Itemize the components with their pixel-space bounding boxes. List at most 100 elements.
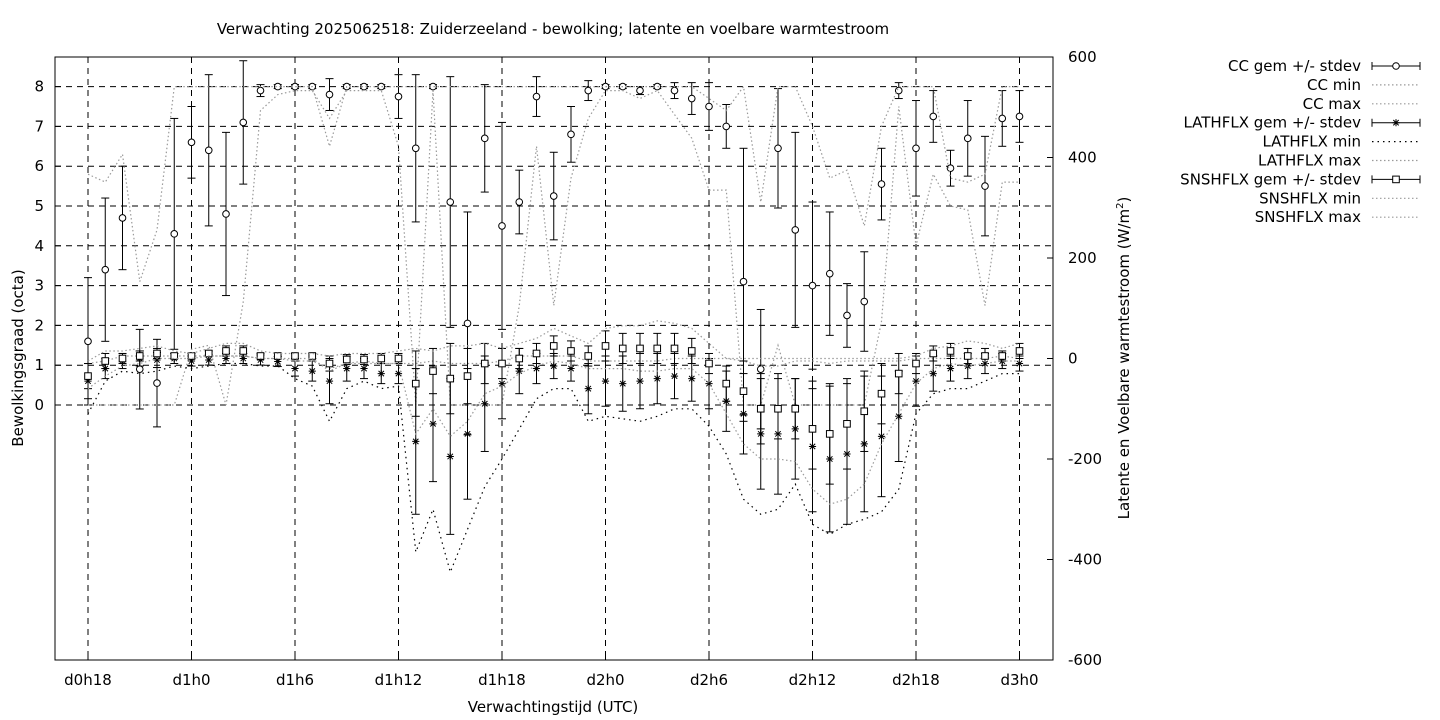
data-point-square	[480, 359, 489, 368]
series-cc-gem-stdev	[84, 60, 1024, 436]
series-snshflx-max	[87, 320, 1020, 362]
data-point-circle	[84, 337, 92, 346]
x-tick-label: d2h0	[586, 671, 624, 689]
data-point-circle	[256, 86, 265, 95]
data-point-circle	[601, 82, 610, 91]
data-point-star	[688, 375, 696, 383]
data-point-circle	[722, 122, 731, 131]
y-tick-label: 7	[34, 117, 44, 135]
data-point-square	[170, 352, 179, 360]
data-point-square	[894, 369, 903, 378]
data-point-circle	[1015, 112, 1024, 121]
data-point-star	[222, 354, 230, 363]
data-point-square	[204, 349, 213, 358]
data-point-square	[653, 344, 662, 353]
x-tick-label: d2h12	[789, 671, 837, 689]
data-point-circle	[446, 198, 455, 206]
data-point-circle	[791, 226, 800, 234]
data-point-circle	[567, 130, 575, 139]
data-point-square	[101, 357, 110, 365]
data-point-square	[463, 372, 472, 380]
data-point-square	[843, 420, 851, 428]
data-point-square	[825, 430, 834, 438]
data-point-star	[446, 452, 454, 461]
data-point-square	[187, 352, 196, 360]
data-point-star	[256, 356, 265, 364]
x-tick-label: d1h6	[276, 671, 314, 689]
data-point-square	[998, 352, 1007, 360]
data-point-square	[1015, 347, 1024, 355]
data-point-star	[912, 377, 920, 385]
y-tick-label: 3	[34, 277, 44, 295]
data-point-square	[118, 354, 127, 363]
data-point-star	[636, 377, 644, 385]
data-point-square	[342, 355, 351, 364]
data-point-square	[1392, 175, 1400, 184]
data-point-circle	[118, 214, 127, 222]
data-point-star	[877, 432, 886, 440]
data-point-star	[705, 380, 713, 388]
data-point-star	[895, 412, 903, 420]
y-tick-label: 4	[34, 237, 44, 255]
x-tick-label: d3h0	[1000, 671, 1038, 689]
data-point-square	[360, 355, 368, 364]
data-point-star	[463, 430, 472, 438]
y2-tick-label: -600	[1068, 651, 1102, 669]
data-point-circle	[394, 92, 403, 101]
data-point-circle	[239, 118, 248, 127]
x-axis-label: Verwachtingstijd (UTC)	[468, 698, 639, 716]
data-point-square	[411, 379, 420, 388]
data-point-circle	[687, 94, 696, 103]
y-tick-label: 1	[34, 356, 44, 374]
data-point-circle	[843, 311, 851, 320]
data-point-circle	[739, 277, 748, 286]
data-point-star	[481, 400, 489, 408]
data-point-square	[774, 404, 782, 413]
data-point-square	[912, 359, 920, 368]
y2-tick-label: 400	[1068, 149, 1097, 167]
data-point-star	[515, 367, 523, 375]
data-point-circle	[187, 138, 196, 147]
data-point-circle	[877, 180, 886, 188]
data-point-square	[946, 347, 955, 355]
legend-label: LATHFLX min	[1262, 133, 1361, 151]
data-point-star	[929, 369, 937, 378]
data-point-circle	[929, 112, 938, 121]
legend-label: LATHFLX gem +/- stdev	[1183, 114, 1361, 132]
data-point-star	[567, 364, 575, 373]
data-point-circle	[912, 144, 920, 153]
y2-axis: 600 400 200 0 -200 -400 -600	[1047, 48, 1102, 669]
y-axis: 0 1 2 3 4 5 6 7 8	[34, 78, 61, 414]
data-point-square	[153, 349, 161, 358]
data-point-circle	[135, 365, 144, 373]
data-point-circle	[774, 144, 782, 153]
data-point-circle	[515, 198, 524, 206]
data-point-circle	[963, 134, 972, 143]
data-point-star	[205, 356, 213, 364]
x-tick-label: d1h0	[172, 671, 210, 689]
data-point-circle	[360, 82, 368, 91]
legend-label: CC min	[1307, 76, 1361, 94]
x-tick-label: d1h12	[375, 671, 423, 689]
chart-title: Verwachting 2025062518: Zuiderzeeland - …	[217, 20, 889, 38]
data-point-circle	[705, 102, 713, 111]
data-point-star	[343, 364, 351, 373]
data-point-square	[515, 354, 524, 363]
data-point-star	[412, 437, 420, 446]
data-point-circle	[101, 265, 110, 274]
data-point-star	[619, 380, 627, 388]
data-point-star	[153, 356, 161, 364]
data-point-circle	[894, 86, 903, 95]
data-point-star	[1015, 359, 1024, 368]
x-tick-label: d0h18	[64, 671, 112, 689]
data-point-star	[291, 364, 299, 373]
data-point-square	[498, 359, 506, 368]
data-point-star	[670, 372, 679, 380]
data-point-circle	[549, 192, 558, 200]
y2-tick-label: 600	[1068, 48, 1097, 66]
y2-tick-label: -400	[1068, 551, 1102, 569]
x-tick-label: d1h18	[478, 671, 526, 689]
data-point-circle	[670, 86, 679, 95]
data-point-circle	[273, 82, 282, 91]
